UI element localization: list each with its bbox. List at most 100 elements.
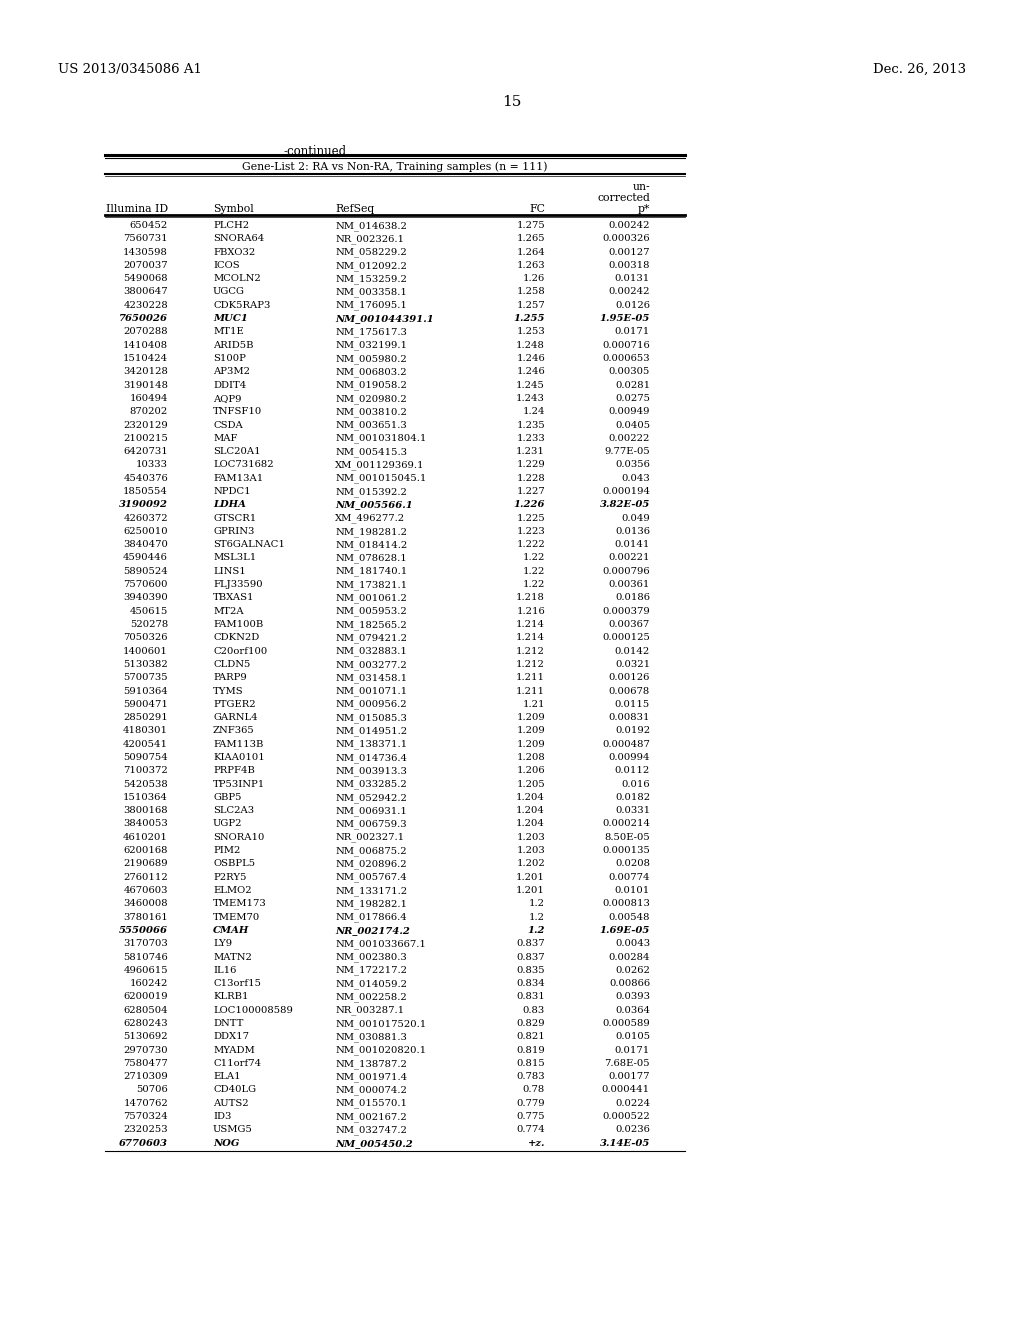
Text: DDX17: DDX17 xyxy=(213,1032,249,1041)
Text: 3940390: 3940390 xyxy=(123,594,168,602)
Text: NM_015085.3: NM_015085.3 xyxy=(335,713,407,723)
Text: 2070288: 2070288 xyxy=(123,327,168,337)
Text: 5910364: 5910364 xyxy=(123,686,168,696)
Text: 0.0141: 0.0141 xyxy=(614,540,650,549)
Text: 5810746: 5810746 xyxy=(123,953,168,961)
Text: 3840053: 3840053 xyxy=(123,820,168,829)
Text: 0.837: 0.837 xyxy=(516,953,545,961)
Text: NM_000956.2: NM_000956.2 xyxy=(335,700,407,709)
Text: CSDA: CSDA xyxy=(213,421,243,429)
Text: RefSeq: RefSeq xyxy=(335,205,374,214)
Text: 1410408: 1410408 xyxy=(123,341,168,350)
Text: Dec. 26, 2013: Dec. 26, 2013 xyxy=(872,63,966,77)
Text: CDKN2D: CDKN2D xyxy=(213,634,259,643)
Text: 1.225: 1.225 xyxy=(516,513,545,523)
Text: 0.00242: 0.00242 xyxy=(608,220,650,230)
Text: 2760112: 2760112 xyxy=(123,873,168,882)
Text: 0.000135: 0.000135 xyxy=(602,846,650,855)
Text: 0.00949: 0.00949 xyxy=(608,407,650,416)
Text: 3190092: 3190092 xyxy=(119,500,168,510)
Text: NPDC1: NPDC1 xyxy=(213,487,251,496)
Text: 870202: 870202 xyxy=(130,407,168,416)
Text: NM_033285.2: NM_033285.2 xyxy=(335,780,407,789)
Text: ST6GALNAC1: ST6GALNAC1 xyxy=(213,540,285,549)
Text: UGCG: UGCG xyxy=(213,288,245,297)
Text: 1.263: 1.263 xyxy=(516,261,545,269)
Text: 7.68E-05: 7.68E-05 xyxy=(604,1059,650,1068)
Text: 1430598: 1430598 xyxy=(123,248,168,256)
Text: NR_002174.2: NR_002174.2 xyxy=(335,925,410,935)
Text: MCOLN2: MCOLN2 xyxy=(213,275,261,284)
Text: TP53INP1: TP53INP1 xyxy=(213,780,265,788)
Text: 5090754: 5090754 xyxy=(123,752,168,762)
Text: un-: un- xyxy=(633,182,650,191)
Text: NM_017866.4: NM_017866.4 xyxy=(335,912,407,923)
Text: 7580477: 7580477 xyxy=(123,1059,168,1068)
Text: 0.831: 0.831 xyxy=(516,993,545,1002)
Text: 450615: 450615 xyxy=(130,607,168,615)
Text: MAF: MAF xyxy=(213,434,238,442)
Text: 6200019: 6200019 xyxy=(123,993,168,1002)
Text: NM_012092.2: NM_012092.2 xyxy=(335,261,407,271)
Text: 0.821: 0.821 xyxy=(516,1032,545,1041)
Text: 1510424: 1510424 xyxy=(123,354,168,363)
Text: 0.834: 0.834 xyxy=(516,979,545,989)
Text: 1850554: 1850554 xyxy=(123,487,168,496)
Text: IL16: IL16 xyxy=(213,966,237,974)
Text: NM_014059.2: NM_014059.2 xyxy=(335,979,407,989)
Text: 160242: 160242 xyxy=(130,979,168,989)
Text: LDHA: LDHA xyxy=(213,500,246,510)
Text: CDK5RAP3: CDK5RAP3 xyxy=(213,301,270,310)
Text: 0.0131: 0.0131 xyxy=(614,275,650,284)
Text: NM_153259.2: NM_153259.2 xyxy=(335,275,407,284)
Text: 1.257: 1.257 xyxy=(516,301,545,310)
Text: 4610201: 4610201 xyxy=(123,833,168,842)
Text: 0.0171: 0.0171 xyxy=(614,327,650,337)
Text: 3840470: 3840470 xyxy=(123,540,168,549)
Text: TNFSF10: TNFSF10 xyxy=(213,407,262,416)
Text: 5700735: 5700735 xyxy=(123,673,168,682)
Text: AP3M2: AP3M2 xyxy=(213,367,250,376)
Text: FAM113B: FAM113B xyxy=(213,739,263,748)
Text: 4200541: 4200541 xyxy=(123,739,168,748)
Text: 1.212: 1.212 xyxy=(516,647,545,656)
Text: 0.0262: 0.0262 xyxy=(615,966,650,974)
Text: 0.835: 0.835 xyxy=(516,966,545,974)
Text: FBXO32: FBXO32 xyxy=(213,248,255,256)
Text: 0.83: 0.83 xyxy=(522,1006,545,1015)
Text: 3190148: 3190148 xyxy=(123,380,168,389)
Text: PARP9: PARP9 xyxy=(213,673,247,682)
Text: 9.77E-05: 9.77E-05 xyxy=(604,447,650,457)
Text: 0.0364: 0.0364 xyxy=(615,1006,650,1015)
Text: 0.00222: 0.00222 xyxy=(608,434,650,442)
Text: 1400601: 1400601 xyxy=(123,647,168,656)
Text: 6280504: 6280504 xyxy=(123,1006,168,1015)
Text: 0.0112: 0.0112 xyxy=(614,767,650,775)
Text: 0.00221: 0.00221 xyxy=(608,553,650,562)
Text: ID3: ID3 xyxy=(213,1111,231,1121)
Text: p*: p* xyxy=(638,205,650,214)
Text: 2100215: 2100215 xyxy=(123,434,168,442)
Text: 0.000716: 0.000716 xyxy=(602,341,650,350)
Text: 1.264: 1.264 xyxy=(516,248,545,256)
Text: MUC1: MUC1 xyxy=(213,314,248,323)
Text: NM_005767.4: NM_005767.4 xyxy=(335,873,407,882)
Text: NM_002258.2: NM_002258.2 xyxy=(335,993,407,1002)
Text: TYMS: TYMS xyxy=(213,686,244,696)
Text: SLC20A1: SLC20A1 xyxy=(213,447,261,457)
Text: LINS1: LINS1 xyxy=(213,566,246,576)
Text: XM_001129369.1: XM_001129369.1 xyxy=(335,461,425,470)
Text: 0.783: 0.783 xyxy=(516,1072,545,1081)
Text: 0.0105: 0.0105 xyxy=(614,1032,650,1041)
Text: NM_079421.2: NM_079421.2 xyxy=(335,634,407,643)
Text: PTGER2: PTGER2 xyxy=(213,700,256,709)
Text: 0.00831: 0.00831 xyxy=(608,713,650,722)
Text: 6200168: 6200168 xyxy=(124,846,168,855)
Text: NM_198281.2: NM_198281.2 xyxy=(335,527,407,537)
Text: NM_133171.2: NM_133171.2 xyxy=(335,886,408,896)
Text: 6420731: 6420731 xyxy=(123,447,168,457)
Text: Symbol: Symbol xyxy=(213,205,254,214)
Text: SNORA10: SNORA10 xyxy=(213,833,264,842)
Text: 1.218: 1.218 xyxy=(516,594,545,602)
Text: 1.201: 1.201 xyxy=(516,886,545,895)
